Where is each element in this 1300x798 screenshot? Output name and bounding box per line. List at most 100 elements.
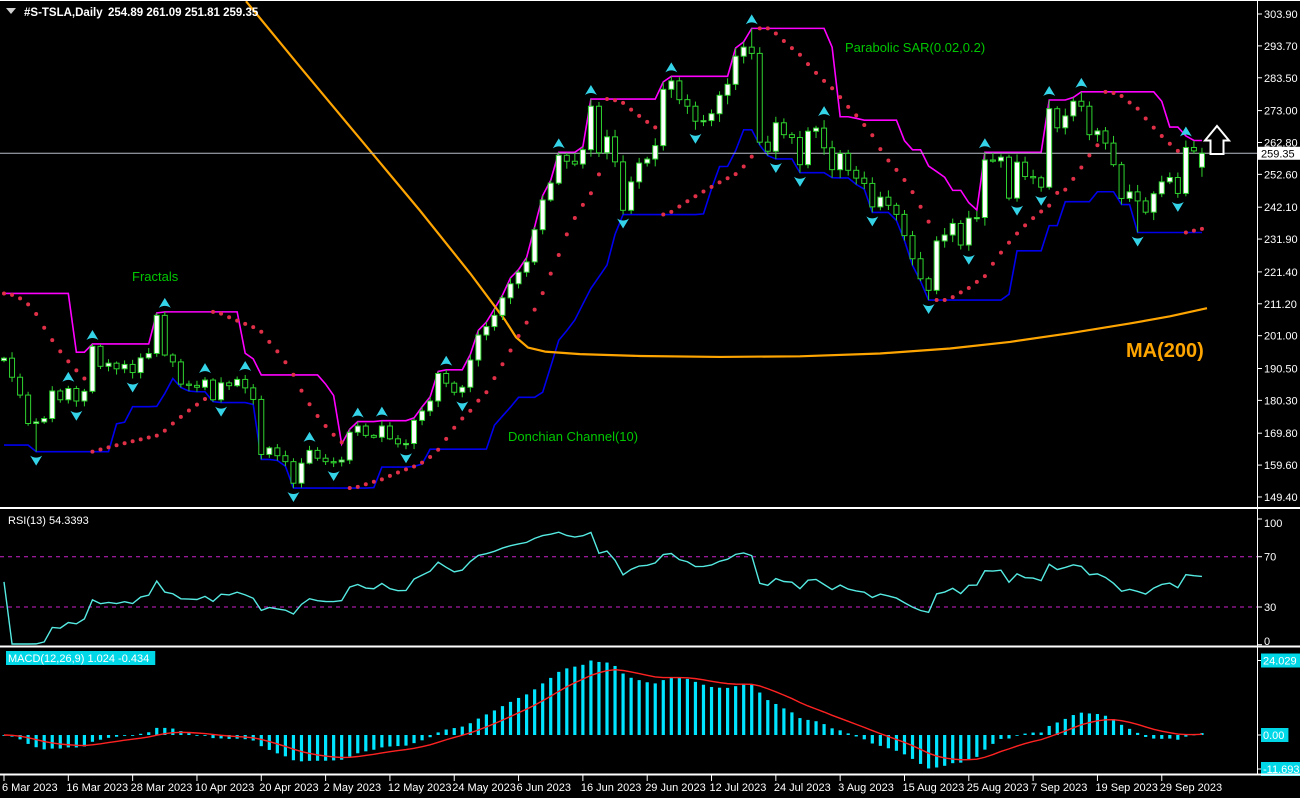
macd-histogram-bar [717,687,722,735]
psar-dot [717,180,722,185]
macd-histogram-bar [372,735,376,750]
macd-histogram-bar [1200,733,1204,735]
candle-body [177,361,184,385]
psar-dot [106,445,111,450]
fractal-up-arrow [440,355,453,366]
psar-dot [66,359,71,364]
candle-body [435,372,442,402]
fractal-up-arrow [375,406,388,417]
macd-histogram-bar [203,735,207,736]
macd-histogram-bar [1119,724,1124,735]
psar-dot [1023,223,1028,228]
macd-histogram-bar [1079,712,1083,735]
macd-histogram-bar [621,673,625,735]
psar-dot [838,95,843,100]
rsi-label[interactable]: RSI(13) 54.3393 [8,515,89,527]
macd-histogram-bar [565,668,569,735]
candle-body [17,376,24,396]
macd-histogram-bar [549,677,553,735]
psar-dot [211,309,216,314]
macd-histogram-bar [388,735,392,747]
candle-body [1,357,7,362]
rsi-axis-label: 100 [1264,518,1282,530]
fractal-down-arrow [1035,195,1048,206]
macd-histogram-bar [734,686,738,735]
candle-body [981,159,988,219]
macd-histogram-bar [669,677,673,735]
psar-dot [194,402,199,407]
candle-body [169,354,176,363]
macd-histogram-bar [396,735,400,747]
fractal-down-arrow [769,162,782,173]
candle-body [909,235,916,260]
price-axis-label: 273.00 [1264,106,1298,118]
psar-dot [42,325,47,330]
psar-dot [934,298,939,303]
psar-dot [942,298,947,303]
psar-dot [870,133,875,138]
macd-histogram-bar [959,735,963,763]
macd-histogram-bar [452,728,456,735]
psar-dot [1151,125,1156,130]
psar-dot [371,479,376,484]
macd-histogram-bar [991,735,995,744]
candle-body [1014,161,1021,199]
macd-histogram-bar [999,735,1003,739]
macd-histogram-bar [557,671,561,735]
candle-body [1070,100,1077,117]
psar-dot [323,424,328,429]
candle-body [813,127,820,132]
macd-histogram-bar [782,708,786,735]
candle-body [1134,191,1141,202]
macd-label-group[interactable]: MACD(12,26,9) 1.024 -0.434 [6,651,156,665]
fractal-down-arrow [215,406,228,417]
psar-dot [902,177,907,182]
psar-dot [436,447,441,452]
psar-dot [814,70,819,75]
psar-dot [516,333,521,338]
candle-body [620,161,627,211]
macd-histogram-bar [597,661,601,735]
macd-histogram-bar [677,677,681,735]
psar-dot [484,390,489,395]
date-axis-label: 2 May 2023 [324,782,381,794]
ma-label: MA(200) [1126,340,1204,362]
macd-histogram-bar [18,735,22,740]
candle-body [1150,193,1157,213]
psar-dot [637,113,642,118]
macd-histogram-bar [685,678,689,735]
psar-dot [789,46,794,51]
candle-body [210,379,217,401]
candle-body [258,398,265,455]
date-axis-label: 24 Jul 2023 [774,782,831,794]
candle-body [1006,156,1012,199]
psar-dot [878,147,883,152]
macd-histogram-bar [742,684,746,735]
candle-body [459,386,466,393]
psar-dot [243,321,248,326]
macd-histogram-bar [605,662,609,735]
macd-histogram-bar [894,735,899,751]
arrow-up-drawing-object[interactable] [1202,124,1232,155]
macd-histogram-bar [155,727,159,735]
macd-histogram-bar [1184,735,1188,737]
psar-dot [613,98,618,103]
macd-histogram-bar [798,718,802,735]
date-axis-label: 19 Sep 2023 [1095,782,1157,794]
candle-body [491,314,498,328]
psar-dot [797,52,802,57]
psar-dot [918,204,923,209]
candle-body [877,196,884,208]
psar-dot [886,158,891,163]
psar-dot [219,311,224,316]
psar-dot [910,190,915,195]
macd-histogram-bar [131,735,135,736]
macd-axis-label-bg [1261,653,1300,668]
candle-body [869,182,876,208]
macd-histogram-bar [645,682,649,735]
chevron-down-icon[interactable] [6,8,16,14]
candle-body [829,147,836,171]
macd-label[interactable]: MACD(12,26,9) 1.024 -0.434 [8,653,149,665]
